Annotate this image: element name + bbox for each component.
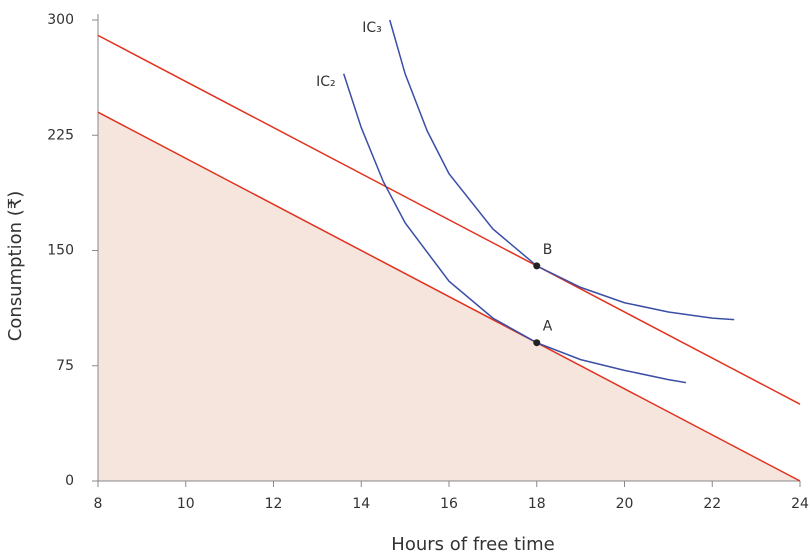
x-tick-label: 18 <box>528 496 546 512</box>
x-tick-label: 16 <box>440 496 458 512</box>
point <box>533 262 541 270</box>
y-tick-label: 300 <box>47 12 74 28</box>
series-line <box>342 73 687 384</box>
point-label: A <box>543 319 553 335</box>
x-tick-label: 14 <box>352 496 370 512</box>
series-label: IC₂ <box>316 74 336 90</box>
x-tick-label: 10 <box>177 496 195 512</box>
series-line <box>97 34 801 405</box>
y-tick-label: 75 <box>56 358 74 374</box>
y-axis-title: Consumption (₹) <box>5 191 26 341</box>
y-tick-label: 150 <box>47 243 74 259</box>
x-tick-label: 8 <box>94 496 103 512</box>
x-tick-label: 22 <box>703 496 721 512</box>
series-line <box>389 19 735 321</box>
point-label: B <box>543 242 553 258</box>
point <box>533 339 541 347</box>
series-label: IC₃ <box>362 20 382 36</box>
x-axis-title: Hours of free time <box>391 534 554 555</box>
series-line <box>97 111 801 482</box>
x-tick-label: 12 <box>265 496 283 512</box>
y-tick-label: 225 <box>47 127 74 143</box>
y-tick-label: 0 <box>65 473 74 489</box>
x-tick-label: 24 <box>791 496 809 512</box>
x-tick-label: 20 <box>616 496 634 512</box>
